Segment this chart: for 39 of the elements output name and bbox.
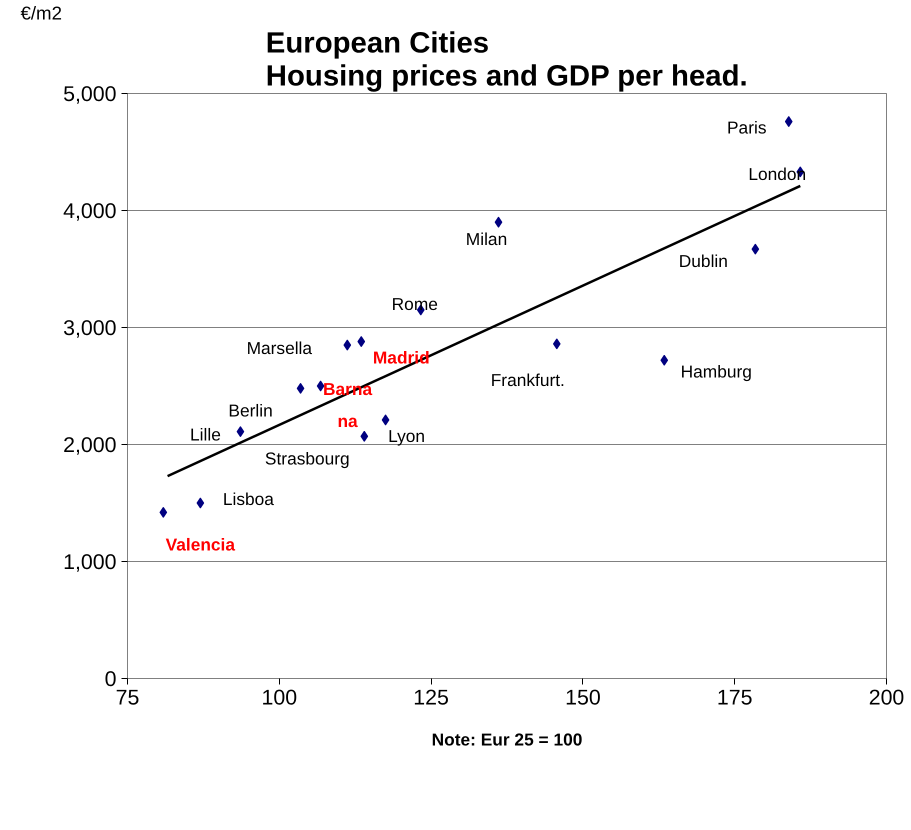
point: [784, 116, 793, 128]
y-tick-label: 2,000: [63, 433, 117, 457]
point: [159, 506, 168, 518]
y-tick-label: 4,000: [63, 199, 117, 223]
y-tick-label: 0: [104, 667, 117, 691]
chart-title: European Cities Housing prices and GDP per head.: [266, 26, 748, 92]
text: Note: Eur 25 = 100: [432, 730, 582, 750]
data-label: Milan: [466, 229, 508, 250]
data-label: Lyon: [388, 426, 426, 446]
data-label: Marsella: [246, 338, 312, 358]
data-label: Strasbourg: [264, 448, 350, 468]
data-label: Valencia: [166, 534, 236, 554]
data-label: Lisboa: [222, 489, 274, 509]
data-label: Lille: [190, 424, 221, 445]
point: [357, 336, 366, 348]
x-tick-label: 75: [116, 686, 140, 710]
data-label: Hamburg: [680, 361, 752, 382]
y-tick-label: 5,000: [63, 82, 117, 106]
data-label: Dublin: [678, 251, 728, 272]
x-tick-label: 150: [565, 686, 601, 710]
point: [360, 430, 368, 442]
y-tick-label: 1,000: [63, 550, 117, 574]
x-tick-label: 125: [413, 686, 449, 710]
point: [343, 340, 352, 351]
x-tick-label: 100: [262, 686, 298, 710]
y-tick-label: 3,000: [63, 316, 117, 340]
data-label: Frankfurt.: [490, 370, 565, 390]
data-label: Berlin: [228, 400, 273, 420]
x-tick-label: 175: [716, 686, 752, 710]
data-label: Paris: [727, 118, 767, 138]
point: [316, 380, 324, 392]
data-label: Rome: [392, 294, 438, 314]
x-tick-label: 200: [868, 686, 904, 710]
data-label: Madrid: [372, 348, 430, 368]
point: [660, 354, 668, 366]
point: [196, 498, 204, 508]
data-label: London: [748, 164, 806, 184]
y-axis-title: €/m2: [20, 2, 62, 24]
point: [552, 338, 561, 350]
